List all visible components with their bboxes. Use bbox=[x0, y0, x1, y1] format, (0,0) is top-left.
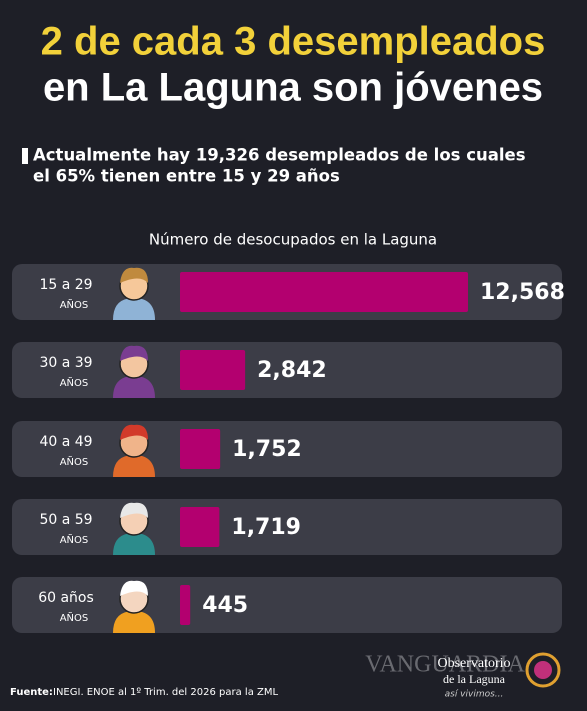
logo-text: Observatorio bbox=[437, 656, 510, 671]
category-unit: AÑOS bbox=[60, 298, 89, 311]
source: INEGI. ENOE al 1º Trim. del 2026 para la… bbox=[53, 687, 278, 698]
person-icon bbox=[113, 455, 155, 477]
value-label: 12,568 bbox=[480, 280, 565, 305]
category-label: 30 a 39 bbox=[39, 355, 92, 371]
subtitle-marker bbox=[22, 148, 28, 164]
value-label: 445 bbox=[202, 593, 248, 618]
chart-subtitle: Número de desocupados en la Laguna bbox=[149, 231, 437, 249]
bar bbox=[180, 507, 220, 547]
value-label: 1,752 bbox=[232, 437, 302, 462]
chart-title: 2 de cada 3 desempleados bbox=[41, 20, 546, 64]
subtitle: Actualmente hay 19,326 desempleados de l… bbox=[33, 146, 526, 165]
logo-icon bbox=[534, 661, 552, 679]
person-icon bbox=[120, 345, 148, 361]
category-unit: AÑOS bbox=[60, 376, 89, 389]
person-icon bbox=[120, 267, 148, 283]
category-label: 50 a 59 bbox=[39, 512, 92, 528]
person-icon bbox=[120, 424, 148, 440]
person-icon bbox=[120, 502, 148, 518]
value-label: 1,719 bbox=[231, 515, 301, 540]
category-label: 40 a 49 bbox=[39, 434, 92, 450]
category-label: 15 a 29 bbox=[39, 277, 92, 293]
subtitle: el 65% tienen entre 15 y 29 años bbox=[33, 167, 340, 186]
bar bbox=[180, 350, 246, 390]
bar bbox=[180, 585, 191, 625]
watermark: VANGUARDIA bbox=[365, 652, 525, 678]
person-icon bbox=[120, 580, 148, 596]
person-icon bbox=[113, 611, 155, 633]
category-label: 60 años bbox=[38, 590, 94, 606]
person-icon bbox=[113, 298, 155, 320]
category-unit: AÑOS bbox=[60, 455, 89, 468]
person-icon bbox=[113, 376, 155, 398]
bar bbox=[180, 429, 221, 469]
logo-text: así vivimos... bbox=[445, 690, 504, 700]
value-label: 2,842 bbox=[257, 358, 327, 383]
source-label: Fuente: bbox=[10, 687, 53, 698]
logo-icon bbox=[525, 652, 561, 688]
category-unit: AÑOS bbox=[60, 611, 89, 624]
bar bbox=[180, 272, 468, 312]
row-background bbox=[12, 577, 562, 633]
category-unit: AÑOS bbox=[60, 533, 89, 546]
chart-title-line2: en La Laguna son jóvenes bbox=[43, 66, 543, 110]
person-icon bbox=[113, 533, 155, 555]
logo-text: de la Laguna bbox=[443, 672, 506, 686]
